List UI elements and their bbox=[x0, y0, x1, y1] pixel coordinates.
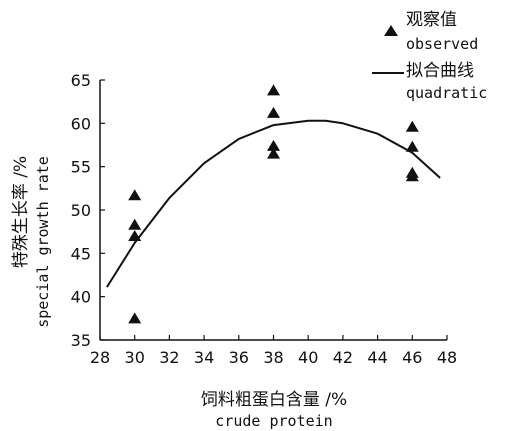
observed-point bbox=[128, 312, 142, 324]
observed-point bbox=[267, 106, 280, 118]
observed-point bbox=[267, 147, 280, 159]
fit-curve-layer bbox=[106, 119, 441, 288]
observed-point bbox=[267, 139, 280, 151]
y-tick-label: 50 bbox=[71, 201, 91, 220]
x-tick-label: 36 bbox=[229, 348, 249, 367]
x-tick-label: 34 bbox=[194, 348, 214, 367]
y-tick-label: 65 bbox=[71, 71, 91, 90]
legend-observed-label-cn: 观察值 bbox=[406, 10, 457, 30]
y-tick-label: 60 bbox=[71, 114, 91, 133]
x-tick-label: 28 bbox=[90, 348, 110, 367]
observed-point bbox=[405, 140, 419, 152]
y-tick-label: 55 bbox=[71, 158, 91, 177]
x-tick-label: 30 bbox=[125, 348, 145, 367]
axes bbox=[99, 80, 447, 341]
observed-point bbox=[267, 84, 280, 96]
y-tick-label: 40 bbox=[71, 288, 91, 307]
x-tick-label: 48 bbox=[437, 348, 457, 367]
x-tick-label: 44 bbox=[367, 348, 387, 367]
observed-point bbox=[405, 170, 419, 182]
observed-point bbox=[405, 120, 419, 132]
quadratic-fit-curve bbox=[106, 119, 441, 288]
x-axis-label-cn: 饲料粗蛋白含量 /% bbox=[201, 390, 347, 410]
legend-fit-label-cn: 拟合曲线 bbox=[406, 61, 474, 81]
observed-points-layer bbox=[128, 84, 419, 324]
legend: 观察值 observed 拟合曲线 quadratic bbox=[372, 10, 487, 102]
observed-point bbox=[128, 218, 142, 230]
x-axis-label-en: crude protein bbox=[215, 412, 332, 430]
ticks: 28 30 32 34 36 38 40 42 44 46 48 35 40 45 50 55 60 65 bbox=[71, 71, 458, 367]
y-axis-label-en: special growth rate bbox=[34, 156, 52, 328]
legend-observed-label-en: observed bbox=[406, 35, 478, 53]
legend-fit-label-en: quadratic bbox=[406, 84, 487, 102]
x-tick-label: 38 bbox=[263, 348, 283, 367]
observed-point bbox=[128, 230, 142, 241]
x-tick-label: 32 bbox=[159, 348, 179, 367]
legend-observed-marker bbox=[384, 25, 398, 36]
x-tick-label: 40 bbox=[298, 348, 318, 367]
observed-point bbox=[128, 189, 142, 201]
y-tick-label: 35 bbox=[71, 331, 91, 350]
x-tick-label: 42 bbox=[333, 348, 353, 367]
y-tick-label: 45 bbox=[71, 244, 91, 263]
y-axis-label-cn: 特殊生长率 /% bbox=[11, 156, 31, 268]
x-tick-label: 46 bbox=[402, 348, 422, 367]
